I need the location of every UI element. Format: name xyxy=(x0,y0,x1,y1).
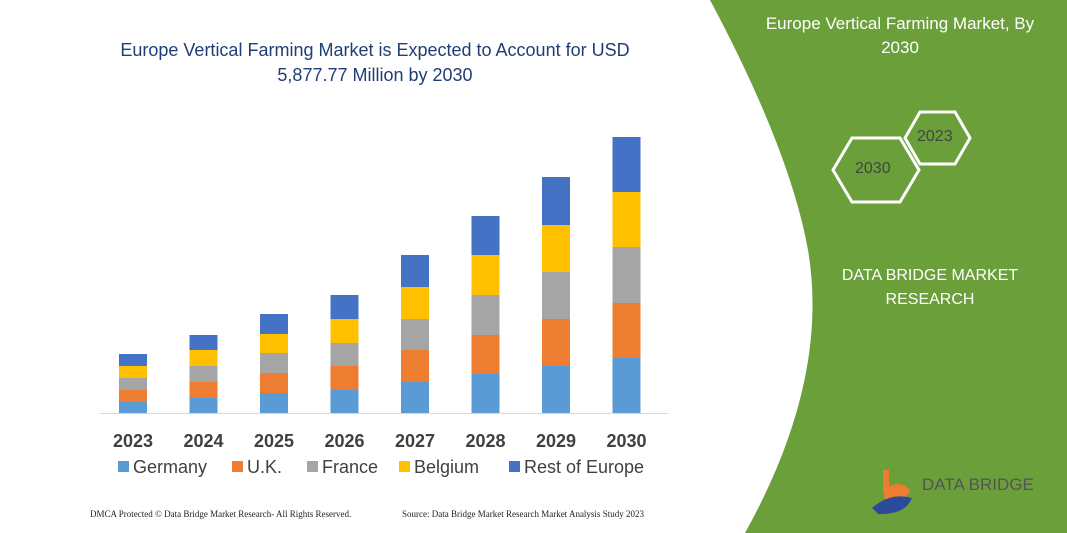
bar-segment-2028-u-k- xyxy=(471,335,500,374)
bar-segment-2029-france xyxy=(542,272,570,319)
footer-source: Source: Data Bridge Market Research Mark… xyxy=(402,509,644,519)
stacked-bar-chart: 2023 2024 2025 2026 2027 2028 2029 2030 Germany U… xyxy=(100,137,668,477)
hexagon-2030 xyxy=(831,136,921,204)
bar-segment-2024-belgium xyxy=(189,350,218,366)
bar-segment-2027-rest-of-europe xyxy=(401,255,429,287)
bar-segment-2030-belgium xyxy=(612,192,641,247)
bar-segment-2030-rest-of-europe xyxy=(612,137,641,192)
bar-segment-2023-u-k- xyxy=(119,390,147,402)
bar-segment-2024-rest-of-europe xyxy=(189,335,218,350)
hex-label-2030: 2030 xyxy=(855,160,891,177)
bar-segment-2023-france xyxy=(119,378,147,390)
bar-segment-2025-belgium xyxy=(260,334,288,353)
bar-segment-2023-rest-of-europe xyxy=(119,354,147,366)
logo-text: DATA BRIDGE xyxy=(922,475,1034,494)
x-tick-label: 2028 xyxy=(465,431,505,451)
bar-segment-2023-belgium xyxy=(119,366,147,378)
bar-segment-2025-rest-of-europe xyxy=(260,314,288,334)
logo-icon xyxy=(872,470,912,515)
bar-segment-2025-france xyxy=(260,353,288,373)
legend-swatch xyxy=(307,461,318,472)
bar-segment-2026-u-k- xyxy=(330,366,359,390)
x-tick-label: 2023 xyxy=(113,431,153,451)
legend-label: Belgium xyxy=(414,457,479,477)
hex-label-2023: 2023 xyxy=(917,128,953,145)
bar-segment-2024-u-k- xyxy=(189,382,218,398)
hexagon-2023 xyxy=(903,110,972,166)
legend-label: Germany xyxy=(133,457,207,477)
legend-swatch xyxy=(232,461,243,472)
bar-segment-2024-france xyxy=(189,366,218,382)
bar-segment-2025-germany xyxy=(260,393,288,413)
bar-segment-2024-germany xyxy=(189,398,218,413)
x-tick-label: 2025 xyxy=(254,431,294,451)
legend-swatch xyxy=(509,461,520,472)
legend-label: U.K. xyxy=(247,457,282,477)
bar-segment-2023-germany xyxy=(119,402,147,413)
x-tick-label: 2026 xyxy=(324,431,364,451)
bar-segment-2030-u-k- xyxy=(612,303,641,358)
bar-segment-2028-rest-of-europe xyxy=(471,216,500,255)
bar-segment-2025-u-k- xyxy=(260,373,288,393)
bar-segment-2030-germany xyxy=(612,358,641,413)
bar-segment-2027-belgium xyxy=(401,287,429,319)
side-panel-title: Europe Vertical Farming Market, By 2030 xyxy=(765,14,1035,57)
bar-segment-2029-belgium xyxy=(542,225,570,272)
bar-segment-2027-germany xyxy=(401,382,429,413)
x-tick-label: 2030 xyxy=(606,431,646,451)
bar-segment-2030-france xyxy=(612,247,641,303)
bar-segment-2029-rest-of-europe xyxy=(542,177,570,225)
green-side-panel xyxy=(710,0,1067,533)
bar-segment-2027-france xyxy=(401,319,429,350)
legend-swatch xyxy=(118,461,129,472)
bar-segment-2026-belgium xyxy=(330,319,359,343)
bar-segment-2029-u-k- xyxy=(542,319,570,366)
bar-segment-2026-france xyxy=(330,343,359,366)
brand-name: DATA BRIDGE MARKET RESEARCH xyxy=(841,267,1019,308)
bar-segment-2027-u-k- xyxy=(401,350,429,382)
bar-segment-2026-germany xyxy=(330,390,359,413)
legend-label: Rest of Europe xyxy=(524,457,644,477)
chart-title: Europe Vertical Farming Market is Expect… xyxy=(120,40,630,85)
bar-segment-2028-belgium xyxy=(471,255,500,295)
legend-swatch xyxy=(399,461,410,472)
x-tick-label: 2027 xyxy=(395,431,435,451)
bar-segment-2028-france xyxy=(471,295,500,335)
footer-copyright: DMCA Protected © Data Bridge Market Rese… xyxy=(90,509,352,519)
legend-label: France xyxy=(322,457,378,477)
bar-segment-2026-rest-of-europe xyxy=(330,295,359,319)
bar-segment-2029-germany xyxy=(542,366,570,413)
x-tick-label: 2029 xyxy=(536,431,576,451)
bar-segment-2028-germany xyxy=(471,374,500,413)
x-tick-label: 2024 xyxy=(183,431,223,451)
